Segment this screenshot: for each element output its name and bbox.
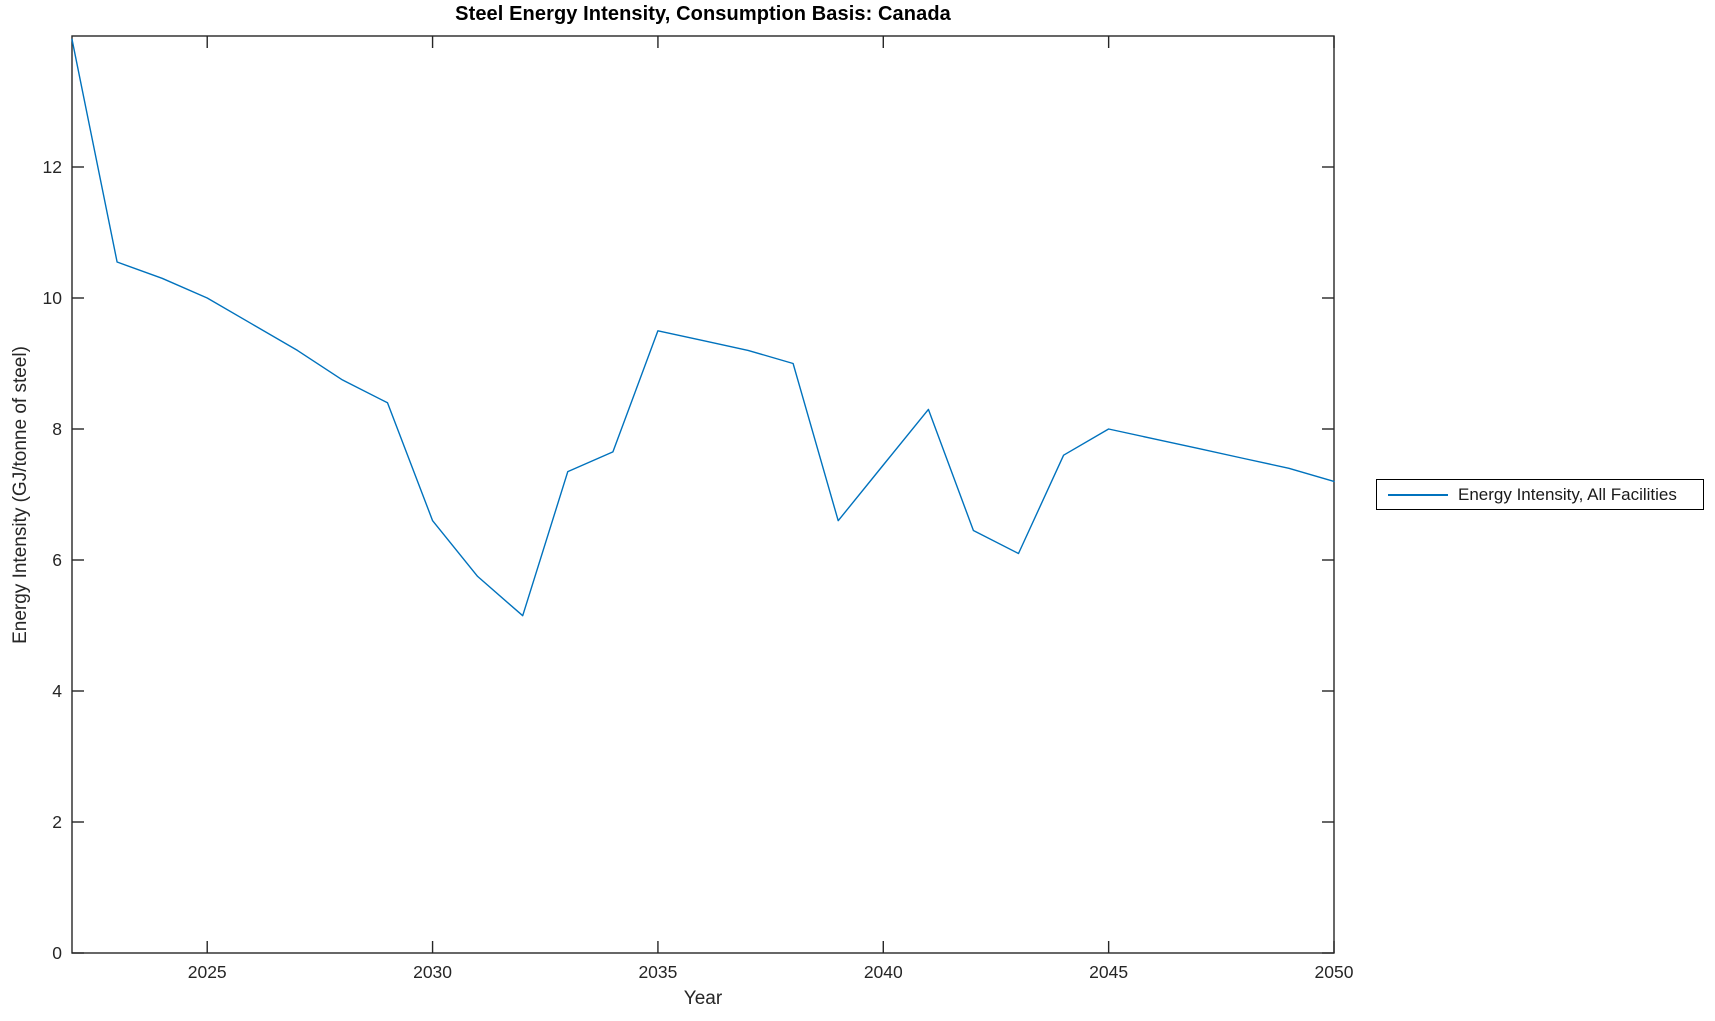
x-tick-label: 2035 (638, 962, 677, 982)
y-tick-label: 2 (52, 812, 62, 832)
y-tick-label: 8 (52, 419, 62, 439)
series-line (71, 38, 1335, 617)
legend-sample-line (1388, 493, 1448, 496)
x-tick-label: 2040 (864, 962, 903, 982)
chart-title: Steel Energy Intensity, Consumption Basi… (455, 3, 951, 25)
legend: Energy Intensity, All Facilities (1376, 479, 1704, 510)
x-axis-label: Year (683, 988, 723, 1009)
y-tick-label: 12 (43, 157, 62, 177)
plot-frame (71, 35, 1335, 954)
legend-item-label: Energy Intensity, All Facilities (1458, 484, 1677, 504)
x-tick-label: 2045 (1089, 962, 1128, 982)
x-tick-label: 2050 (1315, 962, 1354, 982)
y-axis-label: Energy Intensity (GJ/tonne of steel) (10, 346, 31, 644)
y-tick-label: 6 (52, 550, 62, 570)
y-tick-label: 0 (52, 943, 62, 963)
y-tick-label: 10 (43, 288, 63, 308)
y-tick-label: 4 (52, 681, 62, 701)
x-tick-label: 2030 (413, 962, 452, 982)
x-tick-label: 2025 (188, 962, 227, 982)
